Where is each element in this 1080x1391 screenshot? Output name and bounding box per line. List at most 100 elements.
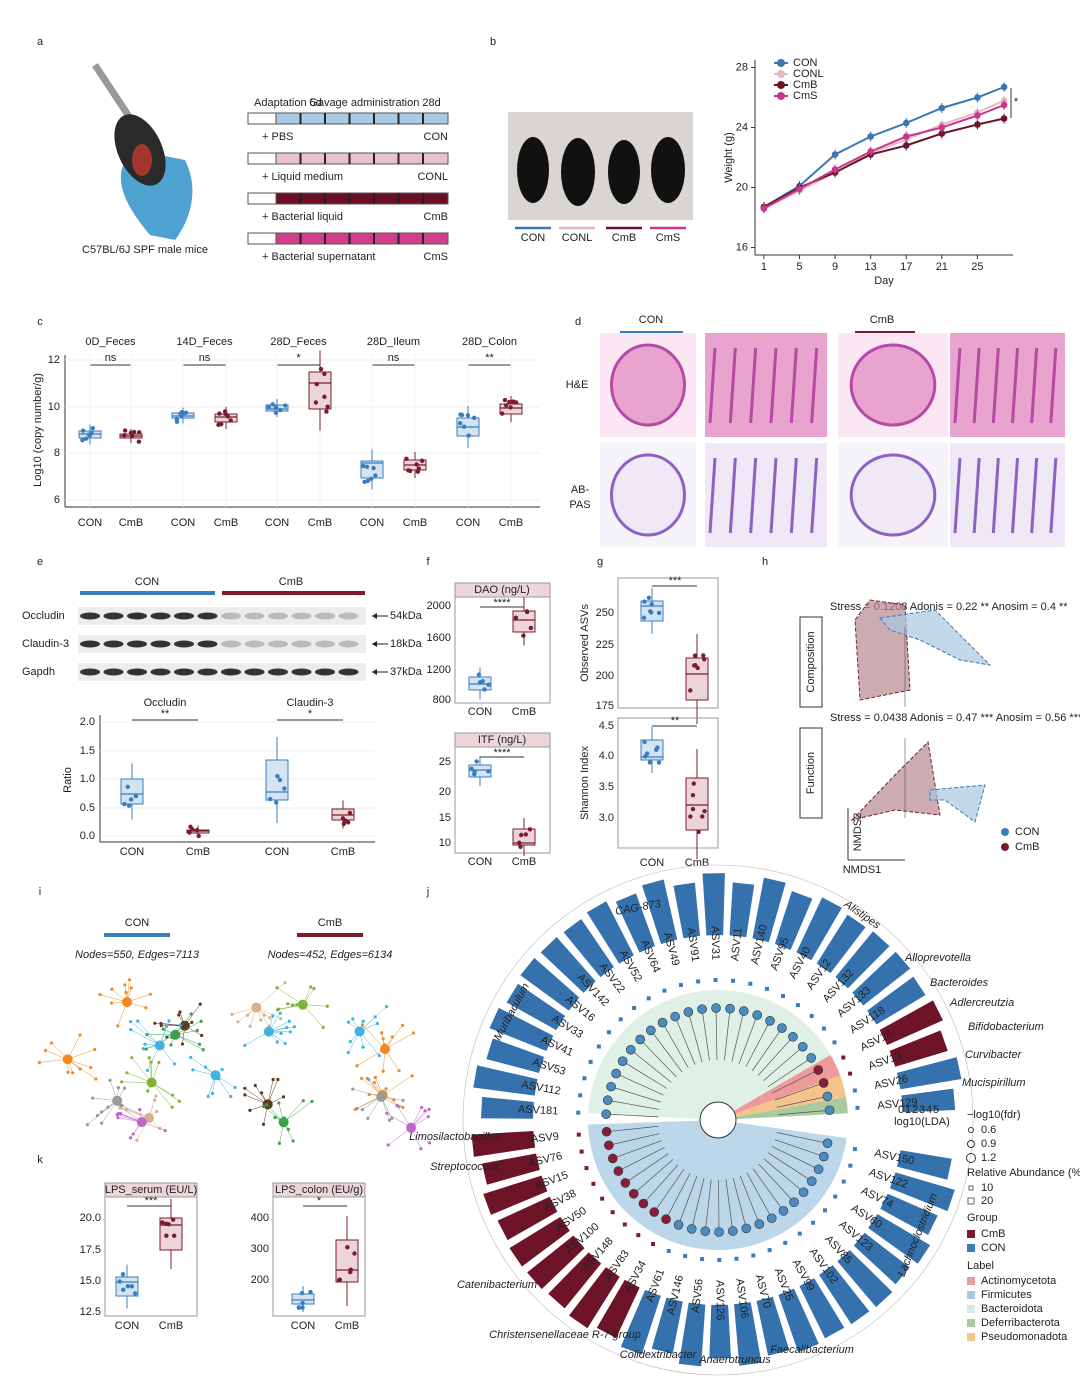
point — [178, 411, 183, 416]
y-axis-label: Shannon Index — [579, 745, 591, 820]
x-tick-label: CmB — [159, 1320, 183, 1332]
point — [164, 1233, 169, 1238]
abundance-marker — [852, 1147, 857, 1152]
tissue — [705, 333, 827, 437]
legend-label: CON — [793, 57, 818, 69]
point — [938, 104, 946, 112]
group-name: CmB — [424, 211, 448, 223]
point — [136, 439, 142, 444]
tree-node — [608, 1153, 618, 1164]
node — [210, 1091, 215, 1096]
box — [159, 1217, 183, 1251]
point — [296, 1305, 302, 1310]
point — [308, 1289, 313, 1295]
node — [91, 1096, 95, 1100]
taxon-label: Adlercreutzia — [949, 997, 1014, 1009]
branch — [746, 1172, 773, 1219]
point — [300, 1305, 305, 1310]
x-tick-label: 1 — [761, 261, 767, 273]
point — [642, 739, 647, 745]
lda-bar — [889, 1172, 955, 1212]
y-tick-label: 400 — [251, 1212, 269, 1224]
point — [347, 810, 353, 816]
significance: * — [317, 1195, 322, 1207]
taxon-label: Limosilactobacillus — [409, 1131, 501, 1143]
node — [230, 1012, 234, 1016]
lda-bar — [796, 897, 842, 961]
lda-bar — [729, 882, 755, 938]
label-box — [799, 616, 823, 708]
crypt — [991, 347, 1000, 424]
point — [322, 371, 327, 377]
node — [380, 1031, 384, 1035]
branch — [704, 1179, 712, 1232]
branch — [767, 1057, 812, 1088]
tree-node — [657, 1017, 668, 1028]
legend-swatch — [967, 1333, 975, 1341]
taxon-label: Bacteroides — [930, 977, 989, 989]
node — [401, 1098, 405, 1102]
y-tick-label: 4.5 — [599, 720, 614, 732]
node — [200, 1033, 204, 1038]
timeline-label: Gavage administration 28d — [309, 97, 440, 109]
x-tick-label: 21 — [936, 261, 948, 273]
edge — [151, 1082, 180, 1102]
photo-label: CONL — [562, 232, 593, 244]
point — [691, 781, 696, 786]
mouse — [608, 140, 640, 204]
branch — [745, 1020, 771, 1068]
significance: * — [296, 352, 301, 364]
point — [187, 830, 192, 835]
point — [299, 1290, 305, 1296]
point — [407, 468, 413, 474]
panel-letter: k — [37, 1154, 43, 1166]
point — [471, 415, 477, 420]
lda-bar — [489, 1007, 554, 1051]
point — [656, 610, 662, 616]
protein-label: Gapdh — [22, 666, 55, 678]
gavage-bar — [275, 232, 449, 245]
group-label: CON — [639, 314, 664, 326]
node — [265, 1102, 269, 1107]
panel-letter: d — [575, 316, 581, 328]
asv-label: ASV91 — [685, 927, 702, 963]
point — [518, 844, 523, 849]
legend-marker — [968, 1185, 974, 1191]
photo-label: CmS — [656, 232, 680, 244]
lda-bar — [774, 891, 813, 950]
y-tick-label: 25 — [439, 756, 451, 768]
hub — [170, 1029, 181, 1040]
point — [129, 433, 135, 439]
node — [116, 1086, 120, 1090]
node — [397, 1069, 401, 1073]
taxon-label: Bifidobacterium — [968, 1021, 1044, 1033]
abundance-marker — [596, 1044, 601, 1049]
point — [503, 403, 509, 408]
legend-marker — [967, 1140, 975, 1148]
abundance-marker — [841, 1055, 846, 1060]
node — [164, 1024, 168, 1029]
edge — [359, 1031, 380, 1056]
x-tick-label: 9 — [832, 261, 838, 273]
gavage-bar — [275, 192, 449, 205]
point — [695, 665, 700, 671]
node — [167, 1019, 171, 1023]
y-tick-label: 17.5 — [80, 1244, 101, 1256]
abundance-marker — [852, 1088, 857, 1093]
blot-band — [221, 612, 241, 620]
crypt — [953, 347, 962, 424]
lda-bar — [734, 1302, 762, 1366]
point — [348, 1269, 353, 1275]
point — [508, 405, 513, 410]
x-tick-label: CmB — [499, 517, 523, 529]
photo-label: CmB — [612, 232, 636, 244]
tree-node — [789, 1197, 799, 1208]
point — [902, 119, 910, 127]
point — [1000, 101, 1008, 109]
significance: ** — [161, 708, 170, 720]
node — [312, 986, 316, 991]
hub — [278, 1117, 289, 1128]
size-label: 37kDa — [390, 666, 423, 678]
y-tick-label: 225 — [596, 639, 614, 651]
panel-title: LPS_serum (EU/L) — [105, 1184, 197, 1196]
